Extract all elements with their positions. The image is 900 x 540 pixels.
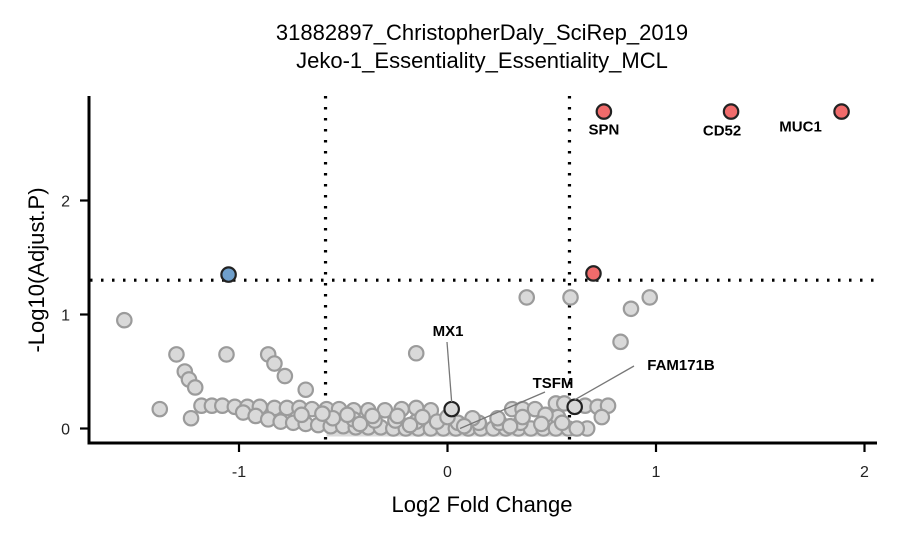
point-ns-8 — [186, 379, 204, 396]
x-axis-ticks: -1 0 1 2 — [232, 444, 869, 481]
point-ns-11 — [182, 409, 200, 427]
x-tick-label-2: 1 — [652, 464, 661, 481]
leader-line-mx1 — [446, 341, 453, 403]
point-ns-32 — [562, 289, 579, 306]
point-ns-44 — [593, 408, 611, 426]
point-ns-96 — [514, 408, 531, 426]
x-axis-title: Log2 Fold Change — [391, 492, 572, 517]
point-ns-9 — [297, 381, 315, 399]
y-axis-title: -Log10(Adjust.P) — [24, 187, 49, 352]
leader-line-fam171b — [574, 365, 635, 401]
point-ns-98 — [401, 416, 419, 434]
point-ns-4 — [266, 355, 283, 372]
point-ns-95 — [489, 409, 506, 427]
y-tick-label-2: 2 — [61, 194, 70, 211]
point-ns-33 — [641, 289, 659, 306]
point-ns-10 — [151, 400, 169, 418]
point-ns-2 — [218, 346, 235, 363]
point-ns-0 — [116, 311, 133, 329]
point-up-1 — [722, 103, 740, 120]
point-highlight-1 — [566, 398, 583, 416]
gene-label-tsfm: TSFM — [533, 375, 574, 392]
point-ns-31 — [518, 289, 536, 306]
point-ns-101 — [553, 414, 571, 432]
point-ns-91 — [389, 407, 406, 425]
x-tick-label-1: 0 — [443, 464, 452, 481]
point-ns-86 — [533, 415, 550, 433]
point-ns-35 — [612, 333, 629, 351]
point-ns-88 — [314, 405, 331, 422]
gene-label-cd52: CD52 — [703, 123, 741, 140]
point-ns-97 — [351, 415, 369, 433]
point-ns-92 — [414, 408, 431, 426]
point-ns-1 — [168, 346, 185, 363]
point-highlight-0 — [443, 400, 460, 418]
point-ns-34 — [622, 300, 640, 318]
point-ns-75 — [568, 420, 586, 437]
gene-label-muc1: MUC1 — [779, 119, 822, 136]
chart-subtitle: Jeko-1_Essentiality_Essentiality_MCL — [296, 48, 668, 73]
point-ns-87 — [293, 406, 310, 424]
chart-title: 31882897_ChristopherDaly_SciRep_2019 — [276, 20, 688, 45]
plot-area: SPN CD52 MUC1 MX1 TSFM FAM171B — [90, 96, 877, 443]
y-axis-ticks: 0 1 2 — [61, 194, 88, 439]
y-tick-label-1: 1 — [61, 308, 70, 325]
point-ns-30 — [407, 344, 425, 362]
point-ns-89 — [339, 406, 356, 424]
x-tick-label-0: -1 — [232, 464, 246, 481]
gene-label-spn: SPN — [588, 122, 619, 139]
x-tick-label-3: 2 — [860, 464, 869, 481]
gene-label-mx1: MX1 — [433, 323, 464, 340]
point-ns-100 — [501, 417, 519, 435]
point-ns-5 — [276, 367, 294, 385]
point-ns-90 — [364, 407, 381, 425]
point-up-0 — [595, 103, 613, 120]
point-up-3 — [585, 265, 602, 282]
point-down-0 — [220, 266, 237, 283]
point-up-2 — [833, 103, 850, 120]
y-tick-label-0: 0 — [61, 422, 70, 439]
gene-label-fam171b: FAM171B — [647, 357, 715, 374]
leader-line-tsfm — [459, 391, 546, 430]
